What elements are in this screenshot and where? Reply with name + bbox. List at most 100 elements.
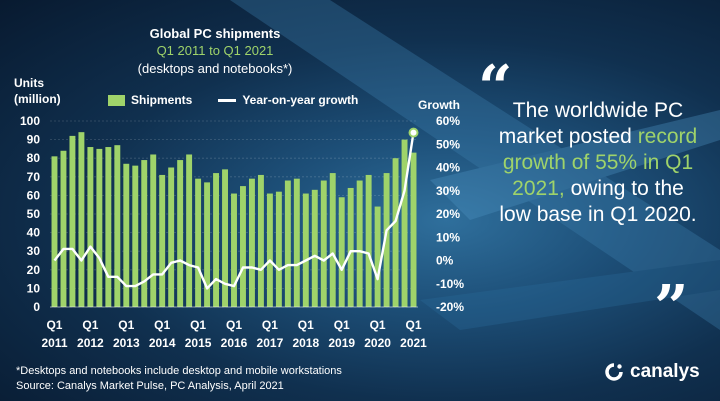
close-quote-mark: ”	[654, 273, 689, 343]
shipment-bar	[213, 173, 220, 307]
left-axis-tick-label: 90	[27, 133, 41, 147]
shipment-bar	[141, 160, 148, 307]
x-tick-year: 2020	[364, 336, 391, 350]
x-tick-quarter: Q1	[118, 318, 134, 332]
right-axis-tick-label: 0%	[436, 254, 454, 268]
left-axis-label-units: Units	[14, 76, 44, 90]
right-axis-label-growth: Growth	[418, 98, 460, 112]
shipment-bar	[231, 193, 237, 307]
shipment-bar	[392, 158, 399, 307]
legend-line-swatch	[218, 99, 237, 103]
right-axis-tick-label: -20%	[436, 300, 464, 314]
x-tick-quarter: Q1	[370, 318, 386, 332]
right-axis-tick-label: 30%	[436, 184, 460, 198]
shipment-bar	[222, 169, 228, 307]
canalys-logo: canalys	[604, 361, 700, 383]
shipment-bar	[96, 148, 103, 307]
shipment-bar	[78, 132, 85, 307]
left-axis-tick-label: 0	[33, 300, 40, 314]
shipment-bar	[248, 178, 255, 307]
shipment-bar	[87, 147, 94, 307]
open-quote-mark: “	[478, 53, 513, 123]
x-tick-year: 2019	[328, 336, 355, 350]
chart-title: Global PC shipments	[149, 26, 281, 41]
left-axis-tick-label: 40	[27, 226, 41, 240]
shipment-bar	[284, 180, 291, 307]
shipment-bar	[177, 160, 184, 307]
x-tick-quarter: Q1	[190, 318, 206, 332]
x-tick-quarter: Q1	[334, 318, 350, 332]
left-axis-tick-label: 80	[27, 151, 41, 165]
shipment-bar	[275, 191, 282, 307]
latest-growth-point	[408, 127, 419, 138]
quote-text: The worldwide PC market posted record gr…	[498, 98, 698, 228]
x-tick-quarter: Q1	[46, 318, 62, 332]
shipment-bar	[293, 178, 300, 307]
shipment-bar	[150, 154, 157, 307]
x-tick-year: 2012	[77, 336, 104, 350]
shipment-bar	[383, 173, 390, 307]
x-tick-quarter: Q1	[298, 318, 314, 332]
legend-bar-swatch	[108, 95, 125, 107]
shipment-bar	[186, 154, 193, 307]
x-tick-quarter: Q1	[406, 318, 422, 332]
shipment-bar	[105, 147, 112, 307]
left-axis-tick-label: 30	[27, 244, 41, 258]
shipment-bar	[257, 174, 264, 307]
right-axis-tick-label: 20%	[436, 207, 460, 221]
left-axis-tick-label: 20	[27, 263, 41, 277]
shipment-bar	[240, 186, 246, 307]
legend-item-shipments: Shipments	[108, 93, 192, 107]
right-axis-tick-label: 10%	[436, 230, 460, 244]
growth-line	[53, 132, 415, 290]
x-tick-year: 2016	[221, 336, 248, 350]
right-axis-tick-label: 40%	[436, 161, 460, 175]
shipment-bar	[123, 163, 130, 307]
x-tick-quarter: Q1	[262, 318, 278, 332]
x-tick-year: 2013	[113, 336, 140, 350]
quote-part1: The worldwide PC market posted	[498, 99, 684, 148]
shipment-bar	[374, 206, 381, 307]
shipment-bar	[329, 173, 336, 307]
shipment-bar	[401, 139, 408, 307]
right-axis-tick-label: 50%	[436, 137, 460, 151]
shipment-bar	[356, 180, 363, 307]
shipment-bar	[204, 182, 211, 307]
x-tick-quarter: Q1	[154, 318, 170, 332]
legend-item-growth: Year-on-year growth	[218, 93, 358, 107]
x-tick-year: 2014	[149, 336, 176, 350]
source-note: Source: Canalys Market Pulse, PC Analysi…	[16, 380, 284, 392]
shipment-bar	[338, 197, 345, 307]
shipment-bar	[168, 167, 175, 307]
left-axis-tick-label: 70	[27, 170, 41, 184]
x-tick-quarter: Q1	[82, 318, 98, 332]
left-axis-tick-label: 60	[27, 188, 41, 202]
x-tick-year: 2015	[185, 336, 212, 350]
shipment-bar	[365, 174, 372, 307]
x-tick-quarter: Q1	[226, 318, 242, 332]
quote-highlight: record growth of 55% in Q1 2021,	[502, 125, 698, 200]
shipment-bar	[320, 180, 327, 307]
shipment-bar	[195, 178, 202, 307]
chart-date-range: Q1 2011 to Q1 2021	[156, 43, 274, 58]
shipment-bar	[347, 187, 354, 307]
shipment-bar	[69, 135, 76, 307]
canalys-logo-icon	[605, 363, 623, 381]
quote-part2: owing to the low base in Q1 2020.	[499, 177, 697, 226]
chart-legend: Shipments Year-on-year growth	[108, 93, 358, 107]
right-axis-tick-label: 60%	[436, 114, 460, 128]
shipment-bar	[114, 145, 121, 307]
brand-name: canalys	[630, 361, 700, 382]
shipment-bar	[410, 152, 417, 307]
x-tick-year: 2021	[400, 336, 427, 350]
x-tick-year: 2017	[257, 336, 284, 350]
footnote: *Desktops and notebooks include desktop …	[16, 365, 342, 377]
x-tick-year: 2018	[292, 336, 319, 350]
shipment-bar	[51, 156, 58, 307]
shipment-bar	[60, 150, 67, 307]
shipment-bar	[132, 165, 139, 307]
left-axis-tick-label: 50	[27, 207, 41, 221]
